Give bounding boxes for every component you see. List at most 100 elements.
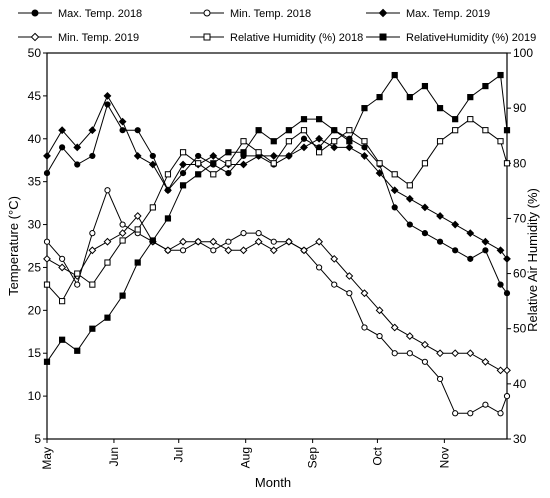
data-point (361, 144, 368, 151)
data-point (270, 138, 277, 145)
data-point (164, 215, 172, 222)
data-point (316, 264, 323, 271)
data-point (452, 127, 459, 134)
data-point (346, 290, 353, 297)
data-point (134, 226, 141, 233)
x-tick-label: Sep (306, 447, 320, 469)
y-tick-label: 25 (28, 260, 42, 274)
data-point (300, 135, 308, 142)
data-point (376, 94, 383, 101)
data-point (421, 203, 429, 212)
y2-tick-label: 30 (513, 432, 527, 446)
data-point (59, 255, 66, 262)
data-point (104, 314, 111, 321)
data-point (210, 171, 217, 178)
data-point (497, 71, 504, 79)
data-point (74, 281, 81, 288)
legend-label: Max. Temp. 2019 (406, 8, 490, 20)
data-point (497, 410, 504, 417)
data-point (467, 410, 474, 417)
data-point (316, 116, 323, 123)
data-point (376, 332, 383, 340)
legend-item: Relative Humidity (%) 2018 (190, 32, 363, 44)
data-point (421, 230, 429, 237)
data-point (89, 230, 96, 237)
data-point (284, 152, 293, 160)
data-point (58, 126, 67, 135)
legend-label: Min. Temp. 2018 (230, 8, 311, 20)
y2-tick-label: 70 (513, 211, 527, 225)
data-point (103, 91, 112, 100)
data-point (467, 255, 474, 262)
data-point (330, 254, 339, 263)
data-point (481, 357, 490, 366)
series-5 (43, 116, 511, 305)
data-point (497, 138, 504, 145)
data-point (74, 161, 81, 168)
data-point (360, 152, 369, 160)
x-tick-label: Aug (239, 447, 253, 468)
data-point (421, 340, 429, 349)
data-point (406, 182, 413, 189)
data-point (89, 152, 96, 160)
data-point (43, 169, 51, 177)
data-point (316, 149, 323, 156)
y2-tick-label: 100 (513, 46, 533, 60)
data-point (148, 160, 157, 169)
data-point (133, 152, 142, 160)
y2-tick-label: 40 (513, 377, 527, 391)
legend-label: Relative Humidity (%) 2018 (230, 32, 363, 44)
data-point (225, 238, 232, 245)
y-tick-label: 30 (28, 218, 42, 232)
data-point (503, 393, 511, 400)
data-point (346, 138, 353, 145)
data-point (210, 160, 217, 167)
y-tick-label: 5 (34, 432, 41, 446)
legend-item: Max. Temp. 2019 (366, 8, 490, 20)
legend-marker (203, 9, 211, 17)
y-tick-label: 50 (28, 46, 42, 60)
y2-tick-label: 80 (513, 156, 527, 170)
data-point (43, 358, 51, 365)
data-point (269, 246, 278, 255)
data-point (451, 349, 460, 358)
data-point (195, 160, 202, 167)
data-point (497, 281, 504, 288)
data-point (43, 281, 51, 288)
data-point (405, 194, 414, 203)
series-line (46, 74, 508, 363)
data-point (376, 160, 383, 167)
y-tick-label: 10 (28, 389, 42, 403)
data-point (315, 134, 324, 143)
data-point (240, 149, 247, 156)
data-point (194, 237, 203, 246)
data-point (104, 259, 111, 266)
series-2 (43, 187, 511, 417)
y-axis-title: Temperature (°C) (6, 196, 21, 296)
data-point (149, 237, 156, 244)
data-point (43, 254, 51, 263)
axes: 5 10 15 20 25 30 35 40 45 50 30 40 50 60 70 80 90 100 May J… (28, 46, 534, 470)
data-point (74, 347, 81, 354)
data-point (315, 237, 324, 246)
data-point (482, 127, 489, 134)
data-point (467, 116, 474, 123)
data-point (421, 160, 429, 167)
legend-item: Max. Temp. 2018 (18, 8, 142, 20)
data-point (209, 152, 218, 160)
data-point (300, 143, 308, 152)
data-point (496, 246, 505, 255)
data-point (503, 160, 511, 167)
data-point (300, 116, 308, 123)
data-point (391, 204, 398, 211)
data-point (179, 160, 187, 169)
data-point (73, 143, 82, 152)
data-point (452, 410, 459, 417)
data-point (436, 238, 444, 245)
data-point (164, 171, 172, 178)
data-point (270, 238, 277, 245)
data-point (225, 169, 232, 177)
data-point (345, 272, 354, 280)
legend-item: Min. Temp. 2019 (18, 32, 139, 44)
data-point (406, 221, 413, 228)
